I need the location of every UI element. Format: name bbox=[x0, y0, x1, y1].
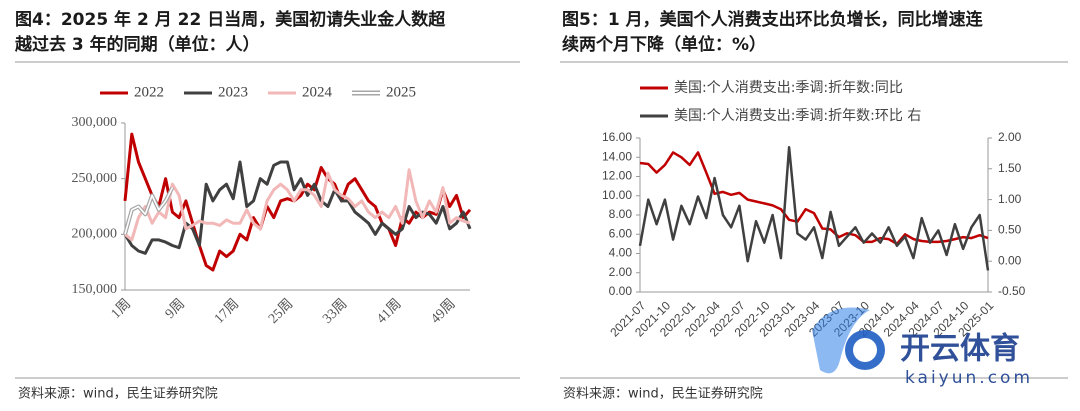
chart-title: 续两个月下降（单位：%） bbox=[562, 34, 766, 55]
x-tick-label: 41周 bbox=[374, 296, 404, 326]
watermark-logo bbox=[853, 338, 877, 362]
legend-label: 美国:个人消费支出:季调:折年数:同比 bbox=[674, 80, 903, 96]
x-tick-label: 17周 bbox=[212, 296, 242, 326]
series-line bbox=[123, 132, 472, 272]
y2-tick-label: 1.50 bbox=[998, 161, 1022, 175]
y2-tick-label: -0.50 bbox=[998, 284, 1026, 298]
y-tick-label: 0.00 bbox=[609, 284, 633, 298]
series-line bbox=[124, 168, 471, 242]
y2-tick-label: 0.50 bbox=[998, 223, 1022, 237]
y2-tick-label: 2.00 bbox=[998, 130, 1022, 144]
y-tick-label: 150,000 bbox=[72, 282, 118, 297]
x-tick-label: 9周 bbox=[163, 296, 188, 321]
chart-title: 图4：2025 年 2 月 22 日当周，美国初请失业金人数超 bbox=[15, 9, 446, 30]
y-tick-label: 16.00 bbox=[602, 130, 632, 144]
y-tick-label: 200,000 bbox=[72, 227, 118, 242]
y-tick-label: 14.00 bbox=[602, 149, 632, 163]
x-tick-label: 49周 bbox=[428, 296, 458, 326]
y2-tick-label: 0.00 bbox=[998, 253, 1022, 267]
watermark-url: kaiyun.com bbox=[905, 368, 1033, 388]
legend-label: 2023 bbox=[218, 84, 248, 100]
y-tick-label: 2.00 bbox=[609, 265, 633, 279]
chart-title: 图5：1 月，美国个人消费支出环比负增长，同比增速连 bbox=[562, 9, 984, 30]
y-tick-label: 8.00 bbox=[609, 207, 633, 221]
y-tick-label: 300,000 bbox=[72, 115, 118, 130]
watermark-logo bbox=[812, 307, 870, 374]
series-line bbox=[638, 145, 990, 271]
x-tick-label: 33周 bbox=[320, 296, 350, 326]
source-note: 资料来源：wind，民生证券研究院 bbox=[18, 386, 218, 402]
legend-label: 2022 bbox=[134, 84, 164, 100]
series-line bbox=[124, 187, 174, 235]
y-tick-label: 4.00 bbox=[609, 246, 633, 260]
y-tick-label: 12.00 bbox=[602, 169, 632, 183]
source-note: 资料来源：wind，民生证券研究院 bbox=[563, 386, 763, 402]
y-tick-label: 6.00 bbox=[609, 226, 633, 240]
legend-label: 美国:个人消费支出:季调:折年数:环比 右 bbox=[674, 108, 921, 124]
y-tick-label: 10.00 bbox=[602, 188, 632, 202]
legend-label: 2025 bbox=[386, 84, 416, 100]
watermark: 开云体育 kaiyun.com bbox=[812, 307, 1033, 388]
chart-title: 越过去 3 年的同期（单位：人） bbox=[14, 34, 260, 55]
y2-tick-label: 1.00 bbox=[998, 192, 1022, 206]
series-line bbox=[123, 160, 472, 255]
watermark-brand: 开云体育 bbox=[900, 332, 1020, 367]
legend-label: 2024 bbox=[302, 84, 333, 100]
x-tick-label: 1周 bbox=[109, 296, 134, 321]
x-tick-label: 25周 bbox=[266, 296, 296, 326]
y-tick-label: 250,000 bbox=[72, 171, 118, 186]
